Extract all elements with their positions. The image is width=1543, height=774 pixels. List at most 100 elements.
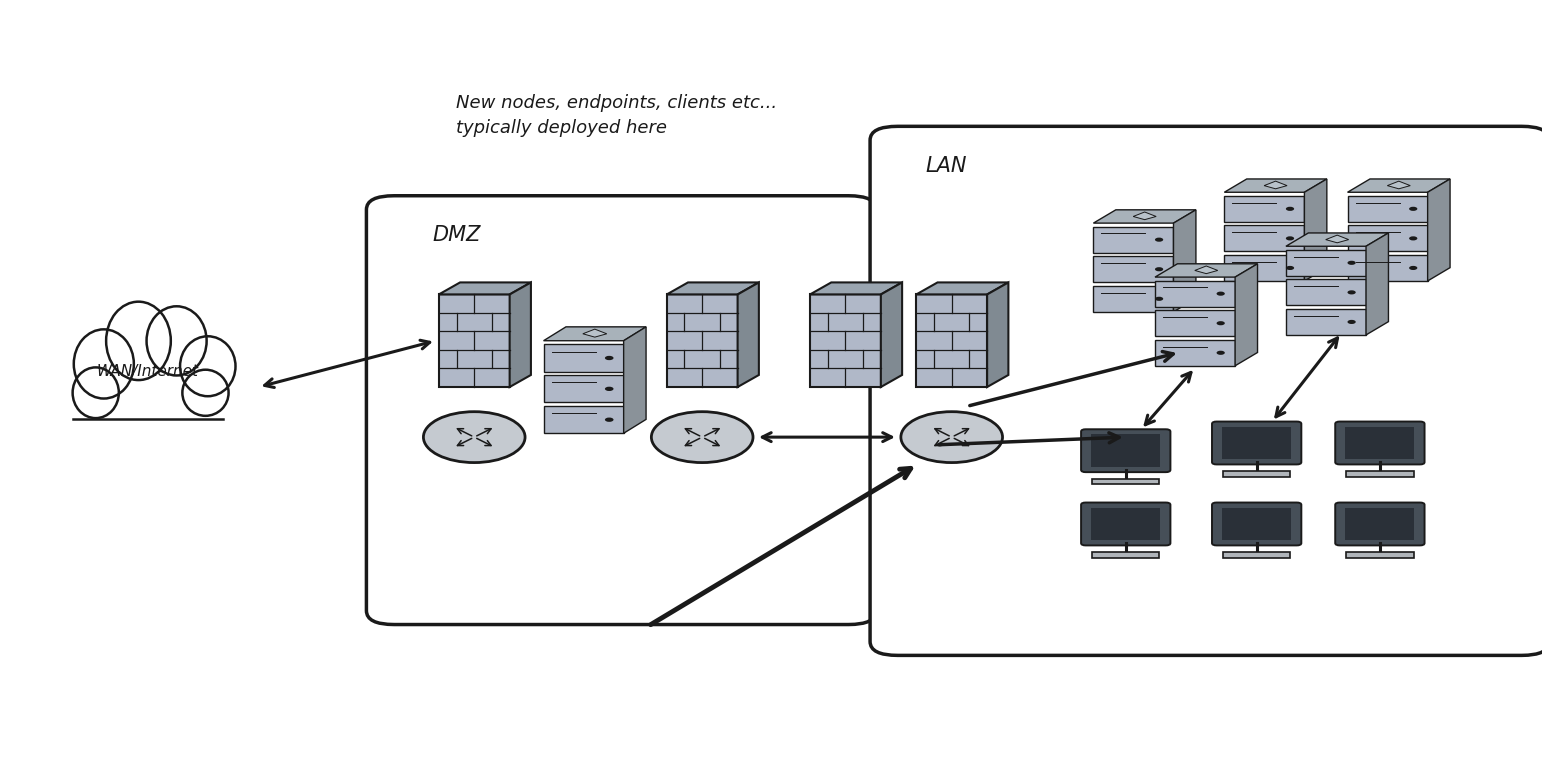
Polygon shape	[509, 283, 531, 387]
Polygon shape	[543, 327, 647, 341]
FancyBboxPatch shape	[1224, 225, 1304, 252]
Polygon shape	[1234, 264, 1258, 366]
FancyBboxPatch shape	[1335, 422, 1424, 464]
FancyBboxPatch shape	[1156, 340, 1234, 366]
Polygon shape	[1194, 266, 1217, 274]
Text: LAN: LAN	[926, 156, 967, 176]
Ellipse shape	[74, 330, 134, 399]
Polygon shape	[1387, 181, 1410, 189]
Ellipse shape	[182, 370, 228, 416]
Circle shape	[605, 417, 614, 422]
FancyBboxPatch shape	[438, 294, 509, 387]
Polygon shape	[810, 283, 903, 294]
Polygon shape	[667, 283, 759, 294]
FancyBboxPatch shape	[1211, 422, 1301, 464]
FancyBboxPatch shape	[810, 294, 881, 387]
Polygon shape	[738, 283, 759, 387]
Ellipse shape	[106, 302, 171, 380]
Bar	[1091, 434, 1160, 467]
Polygon shape	[1325, 235, 1349, 243]
Circle shape	[1216, 292, 1225, 296]
FancyBboxPatch shape	[543, 375, 623, 402]
FancyBboxPatch shape	[917, 294, 988, 387]
Bar	[1345, 553, 1413, 557]
FancyBboxPatch shape	[1224, 255, 1304, 281]
Ellipse shape	[181, 336, 236, 396]
Circle shape	[1285, 236, 1295, 241]
Bar	[1091, 508, 1160, 540]
Circle shape	[1347, 261, 1356, 265]
FancyBboxPatch shape	[1285, 309, 1366, 335]
FancyBboxPatch shape	[543, 344, 623, 372]
Bar	[1092, 553, 1159, 557]
FancyBboxPatch shape	[1082, 430, 1171, 472]
Bar	[1092, 479, 1159, 485]
Bar	[73, 387, 222, 420]
Circle shape	[1216, 351, 1225, 354]
Bar	[1222, 508, 1291, 540]
Ellipse shape	[147, 307, 207, 375]
FancyBboxPatch shape	[1094, 227, 1174, 252]
Polygon shape	[1427, 179, 1450, 281]
Bar	[1345, 471, 1413, 477]
Polygon shape	[1285, 233, 1389, 246]
Polygon shape	[917, 283, 1009, 294]
FancyBboxPatch shape	[1347, 225, 1427, 252]
Circle shape	[1156, 296, 1163, 301]
Polygon shape	[1156, 264, 1258, 277]
Polygon shape	[1224, 179, 1327, 192]
Polygon shape	[1366, 233, 1389, 335]
Ellipse shape	[73, 368, 119, 418]
Circle shape	[1347, 290, 1356, 294]
Text: New nodes, endpoints, clients etc...
typically deployed here: New nodes, endpoints, clients etc... typ…	[455, 94, 776, 137]
Circle shape	[1409, 207, 1418, 211]
Polygon shape	[1264, 181, 1287, 189]
FancyBboxPatch shape	[1285, 250, 1366, 276]
Bar	[1345, 508, 1415, 540]
Circle shape	[1409, 236, 1418, 241]
FancyBboxPatch shape	[1335, 502, 1424, 546]
Polygon shape	[1304, 179, 1327, 281]
Circle shape	[651, 412, 753, 463]
FancyBboxPatch shape	[1347, 255, 1427, 281]
FancyBboxPatch shape	[870, 126, 1543, 656]
FancyBboxPatch shape	[1224, 196, 1304, 222]
Circle shape	[1285, 266, 1295, 270]
Circle shape	[901, 412, 1003, 463]
FancyBboxPatch shape	[1082, 502, 1171, 546]
Text: WAN/Internet: WAN/Internet	[97, 364, 199, 379]
FancyBboxPatch shape	[1094, 286, 1174, 312]
Polygon shape	[623, 327, 647, 433]
Polygon shape	[438, 283, 531, 294]
FancyBboxPatch shape	[1347, 196, 1427, 222]
Polygon shape	[988, 283, 1009, 387]
Circle shape	[1409, 266, 1418, 270]
Polygon shape	[1094, 210, 1196, 223]
Bar	[1224, 553, 1290, 557]
Polygon shape	[1174, 210, 1196, 312]
FancyBboxPatch shape	[543, 406, 623, 433]
Text: DMZ: DMZ	[432, 225, 481, 245]
FancyBboxPatch shape	[1094, 256, 1174, 283]
Circle shape	[1156, 238, 1163, 241]
FancyBboxPatch shape	[1156, 310, 1234, 336]
Circle shape	[1156, 267, 1163, 272]
Bar	[1222, 426, 1291, 459]
Circle shape	[1347, 320, 1356, 324]
FancyBboxPatch shape	[667, 294, 738, 387]
Circle shape	[423, 412, 525, 463]
Bar	[1345, 426, 1415, 459]
Polygon shape	[1347, 179, 1450, 192]
Bar	[1224, 471, 1290, 477]
Polygon shape	[881, 283, 903, 387]
FancyBboxPatch shape	[366, 196, 876, 625]
Polygon shape	[583, 329, 606, 337]
Circle shape	[605, 356, 614, 360]
FancyBboxPatch shape	[1211, 502, 1301, 546]
Circle shape	[1285, 207, 1295, 211]
FancyBboxPatch shape	[1156, 281, 1234, 307]
FancyBboxPatch shape	[1285, 279, 1366, 306]
Polygon shape	[1133, 212, 1156, 220]
Circle shape	[1216, 321, 1225, 325]
Circle shape	[605, 387, 614, 391]
